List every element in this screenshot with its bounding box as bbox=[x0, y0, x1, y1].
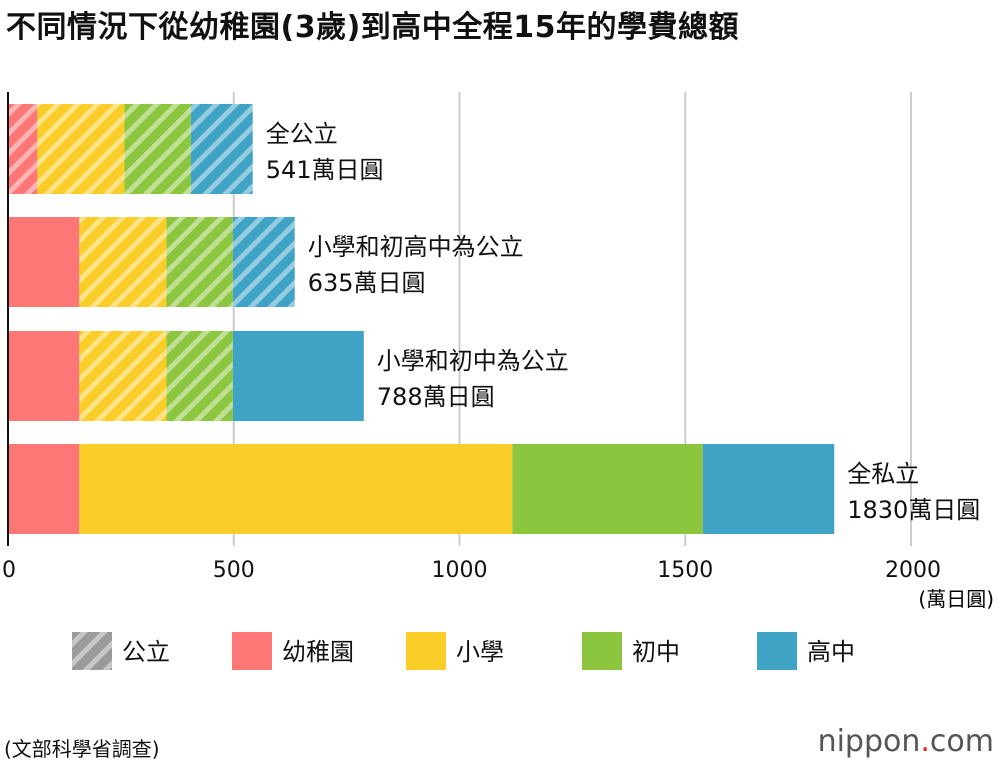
bar-segment-1 bbox=[8, 444, 80, 534]
brand-logo: nippon.com bbox=[818, 724, 994, 759]
bar-category-label: 小學和初中為公立 bbox=[377, 347, 569, 375]
bar-segment-2 bbox=[79, 444, 513, 534]
bar-segment-3 bbox=[166, 217, 233, 307]
bar-total-label: 1830萬日圓 bbox=[847, 496, 980, 524]
bar-total-label: 635萬日圓 bbox=[308, 269, 426, 297]
bar-segment-2 bbox=[79, 217, 167, 307]
bar-segment-4 bbox=[190, 104, 253, 194]
x-tick-label: 1000 bbox=[432, 558, 488, 583]
bar-segment-1 bbox=[8, 217, 80, 307]
bar-segment-4 bbox=[702, 444, 835, 534]
bar-category-label: 全私立 bbox=[847, 460, 919, 488]
bar-segment-4 bbox=[232, 217, 295, 307]
bar-segment-2 bbox=[79, 331, 167, 421]
x-axis-ticks: 0 500 1000 1500 2000 bbox=[2, 558, 941, 583]
legend-label-hatch: 公立 bbox=[122, 638, 170, 666]
page-title: 不同情況下從幼稚園(3歲)到高中全程15年的學費總額 bbox=[6, 10, 740, 45]
x-tick-label: 2000 bbox=[885, 558, 941, 583]
legend-label: 初中 bbox=[632, 638, 680, 666]
brand-suffix: com bbox=[929, 724, 994, 759]
bar-category-label: 全公立 bbox=[266, 120, 338, 148]
brand-name: nippon bbox=[817, 724, 921, 759]
bar-segment-2 bbox=[37, 104, 125, 194]
bar-total-label: 541萬日圓 bbox=[266, 156, 384, 184]
bar-segment-1 bbox=[8, 331, 80, 421]
bar-category-label: 小學和初高中為公立 bbox=[308, 233, 524, 261]
legend-swatch bbox=[406, 632, 446, 670]
legend: 公立 幼稚園 小學 初中 高中 bbox=[72, 632, 855, 670]
legend-label: 高中 bbox=[807, 638, 855, 666]
bar-segment-1 bbox=[8, 104, 38, 194]
legend-swatch bbox=[757, 632, 797, 670]
bar-total-label: 788萬日圓 bbox=[377, 383, 495, 411]
legend-label: 小學 bbox=[456, 638, 504, 666]
source-note: (文部科學省調查) bbox=[4, 737, 160, 761]
x-tick-label: 0 bbox=[2, 558, 16, 583]
legend-swatch bbox=[232, 632, 272, 670]
legend-label: 幼稚園 bbox=[282, 638, 354, 666]
bar-segment-3 bbox=[166, 331, 233, 421]
bar-segment-4 bbox=[232, 331, 364, 421]
x-tick-label: 500 bbox=[213, 558, 255, 583]
bar-segment-3 bbox=[124, 104, 191, 194]
bar-segment-3 bbox=[512, 444, 703, 534]
x-axis-unit-label: (萬日圓) bbox=[918, 587, 994, 611]
x-tick-label: 1500 bbox=[657, 558, 713, 583]
legend-swatch bbox=[582, 632, 622, 670]
brand-dot: . bbox=[920, 724, 930, 759]
bars bbox=[7, 92, 835, 546]
legend-swatch-hatch bbox=[72, 632, 112, 670]
